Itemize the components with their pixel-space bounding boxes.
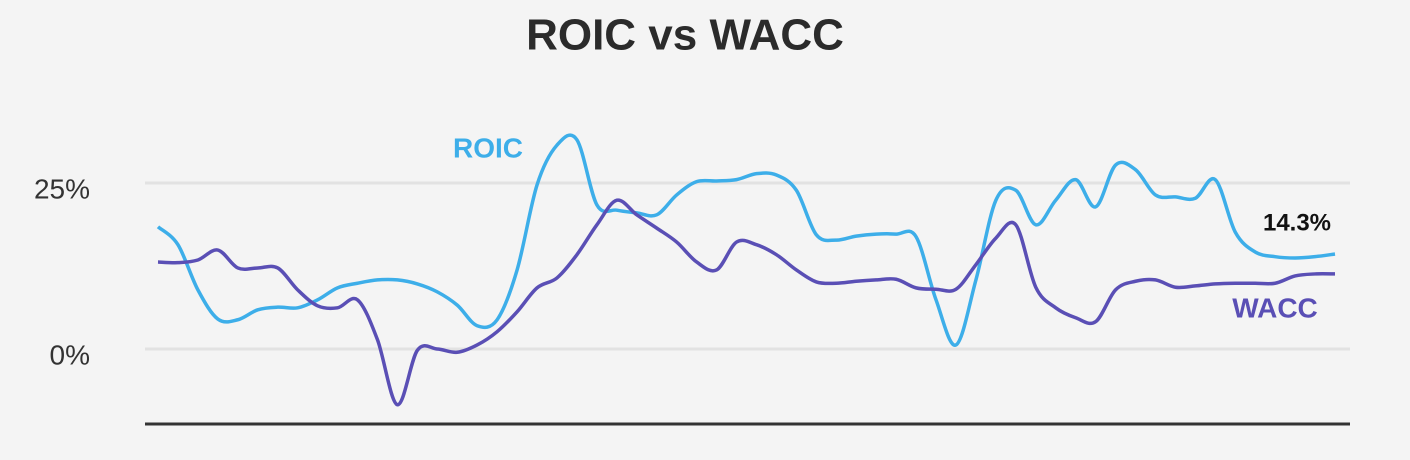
value-label: 14.3% xyxy=(1263,209,1331,236)
line-1 xyxy=(157,198,1336,407)
y-tick-label: 25% xyxy=(34,173,90,204)
series-label: WACC xyxy=(1232,292,1318,323)
series-label: ROIC xyxy=(453,132,523,163)
line-0 xyxy=(156,133,1336,347)
y-tick-label: 0% xyxy=(50,339,90,370)
chart-title: ROIC vs WACC xyxy=(526,11,844,60)
